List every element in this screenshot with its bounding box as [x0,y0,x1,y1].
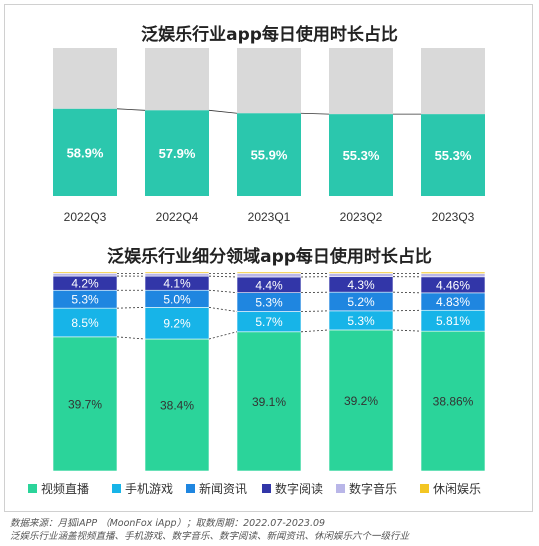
segment-casual [236,271,302,274]
connector-line [208,275,238,278]
x-tick-label: 2022Q4 [156,210,199,224]
segment-music [236,273,302,278]
legend-swatch-music [336,484,345,493]
legend-swatch-reading [262,484,271,493]
segment-casual [420,271,486,274]
segment-music [328,273,394,277]
connector-line [208,289,238,294]
segment-data-label: 4.1% [163,277,191,291]
connector-line [208,109,238,114]
connector-line [300,310,330,312]
connector-line [300,112,330,115]
connector-line [392,309,422,312]
segment-data-label: 5.3% [347,314,375,328]
bar-remainder [421,48,485,115]
bar-data-label: 55.3% [435,148,472,163]
bar-data-label: 55.3% [343,148,380,163]
segment-data-label: 39.1% [252,395,286,409]
segment-data-label: 8.5% [71,316,99,330]
segment-data-label: 4.4% [255,278,283,292]
source-line-2: 泛娱乐行业涵盖视频直播、手机游戏、数字音乐、数字阅读、新闻资讯、休闲娱乐六个一级… [10,531,410,542]
segment-data-label: 4.83% [436,295,470,309]
segment-game [144,307,210,340]
bar-value [145,110,209,196]
connector-line [392,329,422,332]
legend-swatch-game [112,484,121,493]
legend-swatch-video [28,484,37,493]
bar-remainder [53,48,117,109]
segment-video [52,336,118,472]
bar-data-label: 57.9% [159,146,196,161]
chart-frame [4,4,533,512]
chart-title-segment-share: 泛娱乐行业细分领域app每日使用时长占比 [107,247,432,267]
x-tick-label: 2022Q3 [64,210,107,224]
segment-music [420,273,486,278]
x-tick-label: 2023Q2 [340,210,383,224]
legend-label: 手机游戏 [125,482,173,496]
bar-remainder [145,48,209,111]
connector-line [116,336,146,340]
segment-data-label: 5.81% [436,314,470,328]
segment-casual [328,271,394,274]
source-line-1: 数据来源：月狐iAPP （MoonFox iApp）；取数周期：2022.07-… [10,518,326,529]
segment-data-label: 4.2% [71,277,99,291]
segment-casual [52,271,118,274]
bar-remainder [237,48,301,114]
bar-value [421,114,485,196]
bar-data-label: 58.9% [67,145,104,160]
legend-swatch-casual [420,484,429,493]
bar-data-label: 55.9% [251,148,288,163]
legend-label: 视频直播 [41,481,89,496]
segment-data-label: 5.0% [163,292,191,306]
legend-label: 休闲娱乐 [433,482,481,496]
segment-data-label: 5.3% [255,296,283,310]
connector-line [116,307,146,309]
segment-casual [144,271,210,274]
chart-title-usage-share: 泛娱乐行业app每日使用时长占比 [141,25,398,45]
x-tick-label: 2023Q3 [432,210,475,224]
segment-data-label: 4.3% [347,278,375,292]
legend-label: 新闻资讯 [199,481,247,496]
connector-line [392,291,422,294]
segment-data-label: 9.2% [163,317,191,331]
segment-data-label: 5.2% [347,295,375,309]
segment-data-label: 39.2% [344,394,378,408]
bar-value [237,113,301,196]
bar-value [329,114,393,196]
legend-label: 数字音乐 [349,481,397,496]
segment-music [52,273,118,277]
legend-label: 数字阅读 [275,481,323,496]
segment-data-label: 4.46% [436,278,470,292]
segment-data-label: 38.4% [160,399,194,413]
segment-game [52,307,118,338]
segment-music [144,273,210,277]
x-tick-label: 2023Q1 [248,210,291,224]
connector-line [208,331,238,340]
segment-data-label: 38.86% [433,395,474,409]
bar-value [53,108,117,196]
bar-remainder [329,48,393,115]
segment-data-label: 5.7% [255,315,283,329]
segment-video [420,330,486,472]
segment-video [236,331,302,472]
segment-video [144,338,210,472]
connector-line [116,108,146,111]
legend-swatch-news [186,484,195,493]
source-note: 数据来源：月狐iAPP （MoonFox iApp）；取数周期：2022.07-… [10,517,535,543]
connector-line [300,329,330,333]
connector-line [208,307,238,312]
usage-share-chart: 58.9% 2022Q3 57.9% 2022Q4 55.9% 2023Q1 55.3% 20… [53,48,485,224]
segment-data-label: 39.7% [68,397,102,411]
segment-data-label: 5.3% [71,293,99,307]
segment-video [328,329,394,472]
